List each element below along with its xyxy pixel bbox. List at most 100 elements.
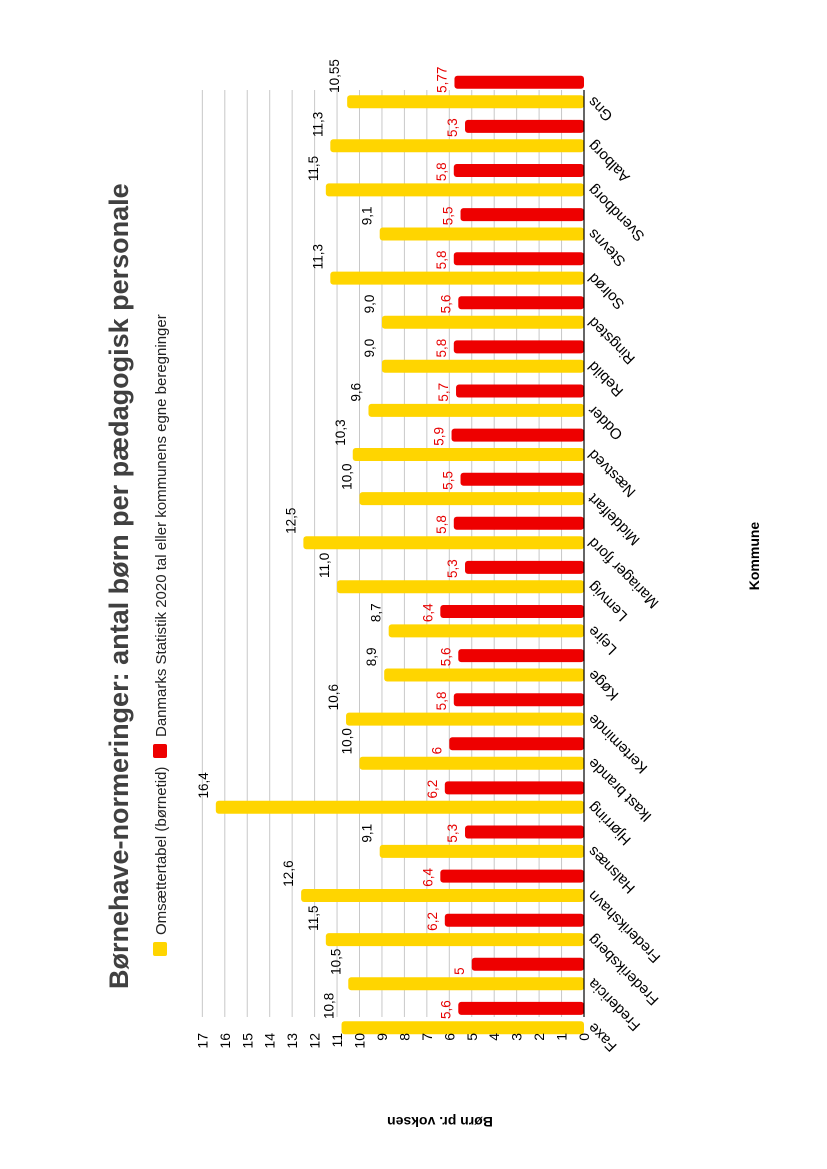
bar-yellow xyxy=(325,183,584,197)
bar-red xyxy=(458,1001,584,1015)
data-label-yellow: 8,7 xyxy=(369,603,384,622)
bar-red xyxy=(460,208,584,222)
data-label-red: 5,3 xyxy=(445,118,460,137)
bar-yellow xyxy=(352,448,585,461)
category-label: Rebild xyxy=(585,358,627,400)
bar-yellow xyxy=(368,403,585,417)
data-label-yellow: 11,0 xyxy=(317,553,332,578)
bar-red xyxy=(453,516,585,530)
data-label-red: 5,8 xyxy=(434,515,449,534)
category-label: Ringsted xyxy=(585,314,639,368)
bar-yellow xyxy=(379,227,584,241)
bar-red xyxy=(449,737,584,751)
data-label-red: 5,8 xyxy=(434,251,449,270)
data-label-yellow: 12,5 xyxy=(283,508,298,534)
legend-swatch-red xyxy=(153,744,167,758)
data-label-red: 5,8 xyxy=(434,339,449,358)
data-label-yellow: 9,1 xyxy=(360,824,375,843)
y-tick-label: 4 xyxy=(486,1033,502,1041)
y-tick-label: 10 xyxy=(352,1033,368,1049)
legend-swatch-yellow xyxy=(153,942,167,956)
category-label: Næstved xyxy=(585,446,639,500)
bar-yellow xyxy=(341,1021,585,1035)
category-label: Aalborg xyxy=(585,137,634,186)
bar-yellow xyxy=(381,315,585,329)
data-label-yellow: 9,0 xyxy=(362,295,377,314)
data-label-yellow: 12,6 xyxy=(281,860,296,886)
data-label-yellow: 10,6 xyxy=(326,684,341,710)
category-label: Køge xyxy=(585,666,622,703)
y-tick-label: 11 xyxy=(329,1033,345,1048)
bar-red xyxy=(440,605,584,618)
data-label-red: 5,3 xyxy=(445,559,460,578)
data-label-yellow: 10,0 xyxy=(340,728,355,754)
bar-yellow xyxy=(330,271,584,285)
data-label-red: 6 xyxy=(429,747,444,755)
x-axis-title: Kommune xyxy=(746,522,762,591)
bar-red xyxy=(453,164,585,177)
data-label-yellow: 10,3 xyxy=(333,419,348,445)
y-tick-label: 7 xyxy=(419,1033,435,1041)
data-label-yellow: 8,9 xyxy=(364,647,379,666)
data-label-red: 5,77 xyxy=(434,67,449,93)
data-label-red: 5,6 xyxy=(438,295,453,314)
category-label: Gns xyxy=(585,93,616,124)
bar-red xyxy=(458,296,584,310)
bar-yellow xyxy=(379,844,584,858)
bar-red xyxy=(454,75,584,89)
y-tick-label: 14 xyxy=(262,1033,278,1049)
data-label-yellow: 9,6 xyxy=(348,383,363,402)
legend-label-red: Danmarks Statistik 2020 tal eller kommun… xyxy=(153,314,170,737)
bar-red xyxy=(444,781,584,795)
bar-red xyxy=(451,428,585,442)
category-label: Solrød xyxy=(585,269,628,312)
bar-red xyxy=(465,825,585,839)
bar-yellow xyxy=(346,712,584,726)
bar-yellow xyxy=(337,580,584,594)
y-tick-label: 5 xyxy=(464,1033,480,1041)
y-tick-label: 17 xyxy=(194,1033,210,1049)
data-label-red: 5,8 xyxy=(434,162,449,181)
y-tick-label: 0 xyxy=(576,1033,592,1041)
bar-red xyxy=(444,913,584,927)
data-label-yellow: 11,3 xyxy=(310,244,325,269)
data-label-red: 6,2 xyxy=(425,912,440,931)
bar-red xyxy=(456,384,584,398)
bar-yellow xyxy=(348,977,584,991)
data-label-red: 5,5 xyxy=(441,206,456,225)
bar-yellow xyxy=(301,889,584,902)
legend: Omsættertabel (børnetid) Danmarks Statis… xyxy=(153,314,170,956)
data-label-red: 5,8 xyxy=(434,692,449,711)
bar-red xyxy=(465,560,585,574)
bars xyxy=(215,75,585,1035)
y-tick-label: 1 xyxy=(554,1033,570,1041)
data-label-red: 5,9 xyxy=(432,427,447,446)
bar-yellow xyxy=(215,800,584,814)
category-label: Halsnæs xyxy=(585,843,639,897)
bar-red xyxy=(471,957,584,971)
data-labels: 10,8 5,610,5 511,5 6,212,6 6,49,1 5,316,4 6,21… xyxy=(196,59,467,1019)
data-label-red: 6,4 xyxy=(420,867,435,886)
data-label-yellow: 10,5 xyxy=(328,949,343,975)
bar-yellow xyxy=(303,536,584,550)
y-tick-label: 15 xyxy=(239,1033,255,1049)
y-axis-title: Børn pr. voksen xyxy=(387,1114,493,1130)
bar-yellow xyxy=(325,933,584,947)
y-tick-label: 16 xyxy=(217,1033,233,1049)
data-label-yellow: 10,55 xyxy=(327,59,342,93)
data-label-red: 5,5 xyxy=(441,471,456,490)
bar-red xyxy=(453,252,585,266)
data-label-yellow: 11,5 xyxy=(306,906,321,931)
data-label-red: 5 xyxy=(452,967,467,975)
y-tick-label: 8 xyxy=(396,1033,412,1041)
category-label: Lejre xyxy=(585,622,621,658)
bar-yellow xyxy=(388,624,584,638)
bar-red xyxy=(440,869,584,883)
grid-lines xyxy=(201,90,563,1017)
data-label-yellow: 11,5 xyxy=(306,156,321,181)
data-label-red: 5,7 xyxy=(436,383,451,402)
y-tick-label: 6 xyxy=(441,1033,457,1041)
y-tick-label: 12 xyxy=(307,1033,323,1049)
bar-red xyxy=(458,649,584,663)
